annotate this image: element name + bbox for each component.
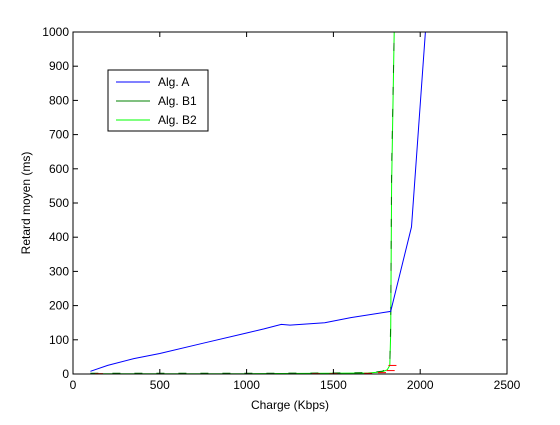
x-tick-label: 1500 bbox=[320, 378, 347, 392]
y-tick-label: 0 bbox=[62, 367, 69, 381]
y-axis-label: Retard moyen (ms) bbox=[19, 152, 33, 255]
x-tick-label: 2500 bbox=[494, 378, 521, 392]
legend-label: Alg. B1 bbox=[158, 94, 197, 108]
legend-label: Alg. A bbox=[158, 75, 189, 89]
y-tick-label: 900 bbox=[49, 59, 69, 73]
x-tick-label: 2000 bbox=[407, 378, 434, 392]
y-tick-label: 300 bbox=[49, 264, 69, 278]
y-tick-label: 500 bbox=[49, 196, 69, 210]
x-tick-label: 0 bbox=[70, 378, 77, 392]
legend-label: Alg. B2 bbox=[158, 113, 197, 127]
y-tick-label: 600 bbox=[49, 162, 69, 176]
legend: Alg. A Alg. B1 Alg. B2 bbox=[107, 69, 209, 132]
y-axis-ticks: 0 100 200 300 400 500 600 700 800 900 1000 bbox=[42, 25, 507, 381]
y-tick-label: 100 bbox=[49, 333, 69, 347]
y-tick-label: 400 bbox=[49, 230, 69, 244]
x-axis-ticks: 0 500 1000 1500 2000 2500 bbox=[70, 32, 521, 392]
x-axis-label: Charge (Kbps) bbox=[251, 398, 329, 412]
y-tick-label: 800 bbox=[49, 93, 69, 107]
x-tick-label: 1000 bbox=[233, 378, 260, 392]
y-tick-label: 200 bbox=[49, 299, 69, 313]
series-line-alg-b1 bbox=[90, 32, 395, 374]
x-tick-label: 500 bbox=[150, 378, 170, 392]
y-tick-label: 1000 bbox=[42, 25, 69, 39]
y-tick-label: 700 bbox=[49, 128, 69, 142]
series-line-alg-a bbox=[90, 32, 426, 372]
